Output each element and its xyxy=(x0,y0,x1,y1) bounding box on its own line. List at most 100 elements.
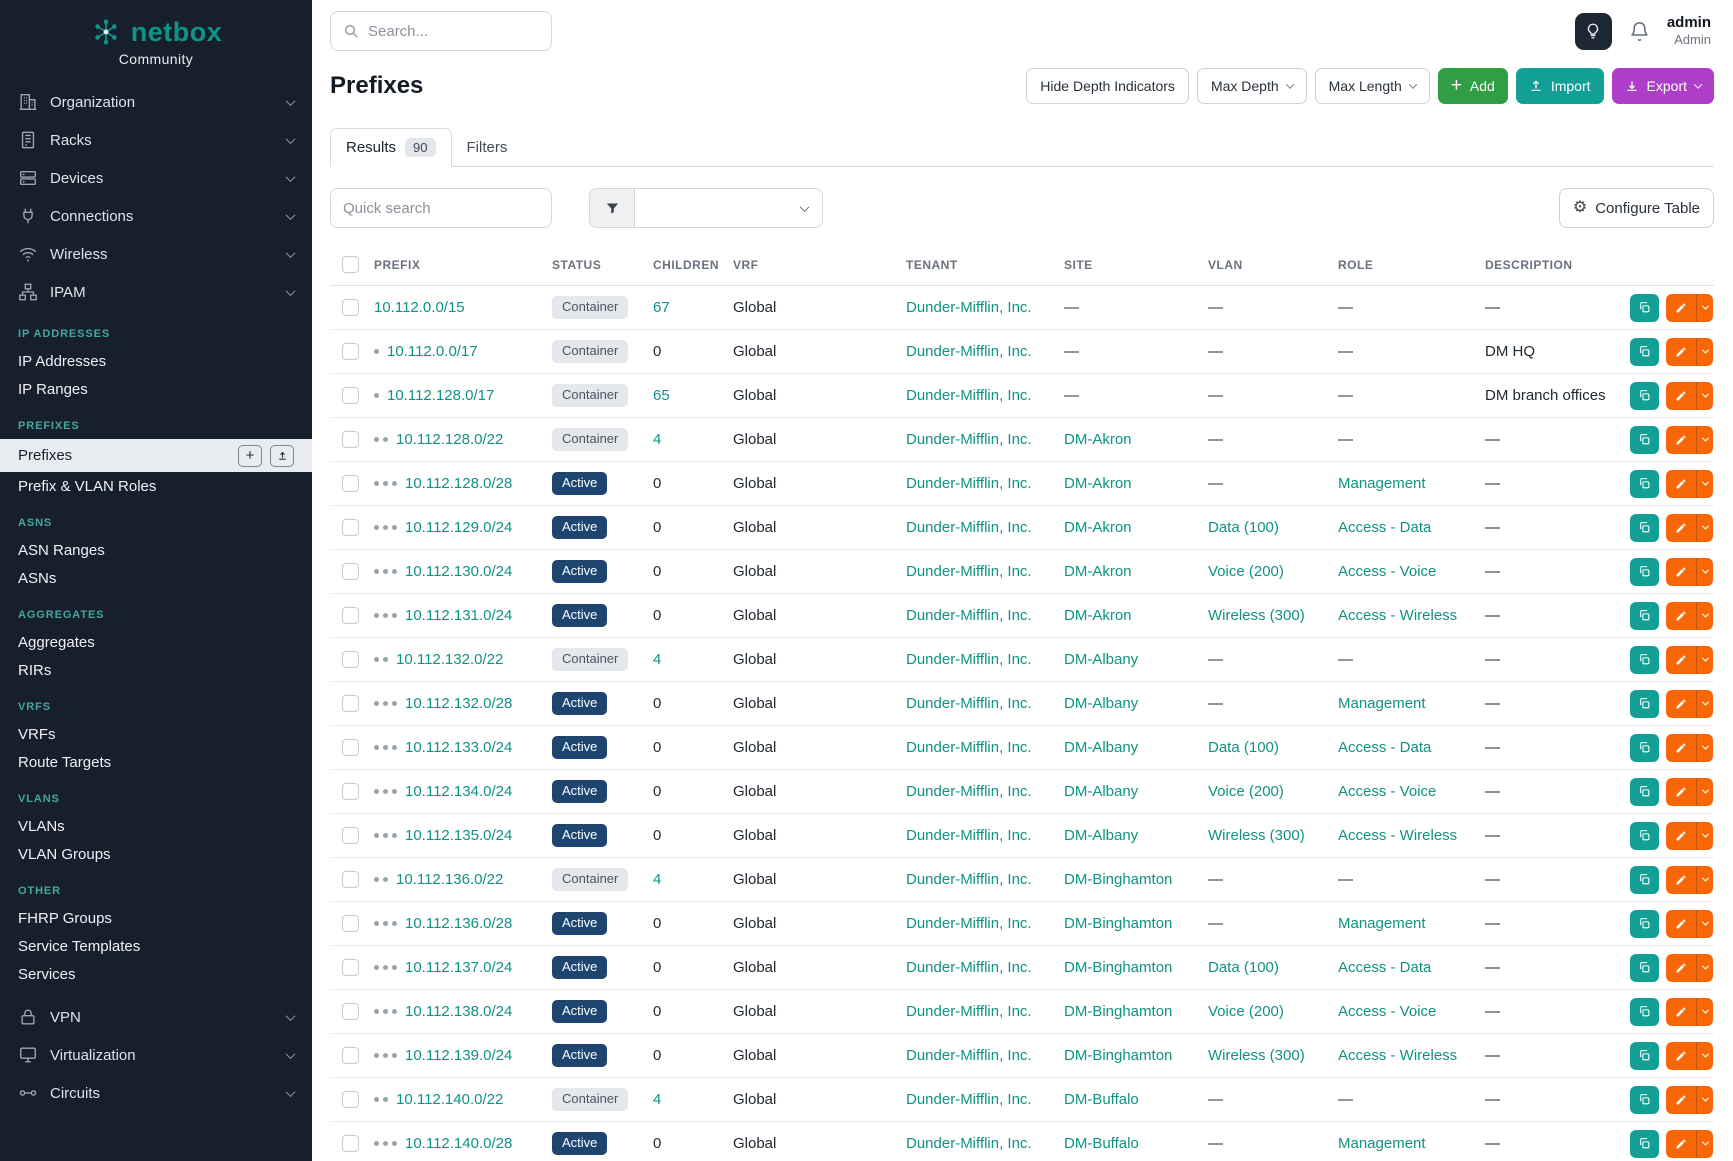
logo-area[interactable]: netbox Community xyxy=(0,0,312,71)
tenant-link[interactable]: Dunder-Mifflin, Inc. xyxy=(906,651,1032,668)
notifications-button[interactable] xyxy=(1627,19,1652,44)
tenant-link[interactable]: Dunder-Mifflin, Inc. xyxy=(906,431,1032,448)
edit-button[interactable] xyxy=(1666,822,1696,850)
sidebar-item-vlan-groups[interactable]: VLAN Groups xyxy=(0,840,312,868)
sidebar-item-ip-ranges[interactable]: IP Ranges xyxy=(0,375,312,403)
hide-depth-indicators-button[interactable]: Hide Depth Indicators xyxy=(1026,68,1189,104)
prefix-link[interactable]: 10.112.133.0/24 xyxy=(405,739,512,756)
children-count[interactable]: 4 xyxy=(653,871,661,888)
edit-button[interactable] xyxy=(1666,602,1696,630)
edit-dropdown-button[interactable] xyxy=(1696,1130,1713,1158)
tenant-link[interactable]: Dunder-Mifflin, Inc. xyxy=(906,475,1032,492)
copy-button[interactable] xyxy=(1630,1130,1659,1158)
vlan-link[interactable]: Wireless (300) xyxy=(1208,607,1305,624)
edit-dropdown-button[interactable] xyxy=(1696,910,1713,938)
role-link[interactable]: Access - Data xyxy=(1338,739,1431,756)
edit-button[interactable] xyxy=(1666,734,1696,762)
role-link[interactable]: Access - Voice xyxy=(1338,783,1436,800)
copy-button[interactable] xyxy=(1630,426,1659,454)
site-link[interactable]: DM-Buffalo xyxy=(1064,1135,1139,1152)
edit-button[interactable] xyxy=(1666,338,1696,366)
children-count[interactable]: 4 xyxy=(653,1091,661,1108)
row-select-checkbox[interactable] xyxy=(342,1135,359,1152)
edit-dropdown-button[interactable] xyxy=(1696,338,1713,366)
tenant-link[interactable]: Dunder-Mifflin, Inc. xyxy=(906,1003,1032,1020)
row-select-checkbox[interactable] xyxy=(342,519,359,536)
sidebar-item-racks[interactable]: Racks xyxy=(0,121,312,159)
select-all-checkbox[interactable] xyxy=(342,256,359,273)
copy-button[interactable] xyxy=(1630,954,1659,982)
sidebar-item-asns[interactable]: ASNs xyxy=(0,564,312,592)
copy-button[interactable] xyxy=(1630,514,1659,542)
theme-toggle-button[interactable] xyxy=(1575,13,1612,50)
sidebar-item-wireless[interactable]: Wireless xyxy=(0,235,312,273)
copy-button[interactable] xyxy=(1630,294,1659,322)
sidebar-item-services[interactable]: Services xyxy=(0,960,312,988)
role-link[interactable]: Access - Wireless xyxy=(1338,827,1457,844)
user-menu[interactable]: admin Admin xyxy=(1667,14,1711,49)
tenant-link[interactable]: Dunder-Mifflin, Inc. xyxy=(906,915,1032,932)
prefix-link[interactable]: 10.112.130.0/24 xyxy=(405,563,512,580)
site-link[interactable]: DM-Akron xyxy=(1064,475,1132,492)
sidebar-item-ipam[interactable]: IPAM xyxy=(0,273,312,311)
row-select-checkbox[interactable] xyxy=(342,343,359,360)
sidebar-item-organization[interactable]: Organization xyxy=(0,83,312,121)
site-link[interactable]: DM-Binghamton xyxy=(1064,915,1172,932)
edit-button[interactable] xyxy=(1666,558,1696,586)
edit-button[interactable] xyxy=(1666,646,1696,674)
copy-button[interactable] xyxy=(1630,910,1659,938)
prefix-link[interactable]: 10.112.138.0/24 xyxy=(405,1003,512,1020)
edit-dropdown-button[interactable] xyxy=(1696,1086,1713,1114)
copy-button[interactable] xyxy=(1630,382,1659,410)
prefix-link[interactable]: 10.112.0.0/15 xyxy=(374,299,465,316)
row-select-checkbox[interactable] xyxy=(342,827,359,844)
sidebar-item-fhrp-groups[interactable]: FHRP Groups xyxy=(0,904,312,932)
role-link[interactable]: Access - Voice xyxy=(1338,1003,1436,1020)
tenant-link[interactable]: Dunder-Mifflin, Inc. xyxy=(906,827,1032,844)
site-link[interactable]: DM-Albany xyxy=(1064,695,1138,712)
copy-button[interactable] xyxy=(1630,822,1659,850)
tenant-link[interactable]: Dunder-Mifflin, Inc. xyxy=(906,299,1032,316)
children-count[interactable]: 67 xyxy=(653,299,670,316)
site-link[interactable]: DM-Buffalo xyxy=(1064,1091,1139,1108)
tenant-link[interactable]: Dunder-Mifflin, Inc. xyxy=(906,387,1032,404)
children-count[interactable]: 65 xyxy=(653,387,670,404)
copy-button[interactable] xyxy=(1630,998,1659,1026)
quick-import-button[interactable] xyxy=(270,445,294,467)
sidebar-item-rirs[interactable]: RIRs xyxy=(0,656,312,684)
configure-table-button[interactable]: ⚙ Configure Table xyxy=(1559,188,1714,228)
row-select-checkbox[interactable] xyxy=(342,739,359,756)
edit-dropdown-button[interactable] xyxy=(1696,382,1713,410)
vlan-link[interactable]: Voice (200) xyxy=(1208,1003,1284,1020)
sidebar-item-vpn[interactable]: VPN xyxy=(0,998,312,1036)
edit-button[interactable] xyxy=(1666,470,1696,498)
edit-button[interactable] xyxy=(1666,1086,1696,1114)
vlan-link[interactable]: Data (100) xyxy=(1208,739,1279,756)
tenant-link[interactable]: Dunder-Mifflin, Inc. xyxy=(906,1135,1032,1152)
copy-button[interactable] xyxy=(1630,1042,1659,1070)
row-select-checkbox[interactable] xyxy=(342,1047,359,1064)
site-link[interactable]: DM-Akron xyxy=(1064,431,1132,448)
sidebar-item-vrfs[interactable]: VRFs xyxy=(0,720,312,748)
copy-button[interactable] xyxy=(1630,690,1659,718)
prefix-link[interactable]: 10.112.136.0/28 xyxy=(405,915,512,932)
vlan-link[interactable]: Voice (200) xyxy=(1208,783,1284,800)
site-link[interactable]: DM-Albany xyxy=(1064,651,1138,668)
sidebar-item-circuits[interactable]: Circuits xyxy=(0,1074,312,1112)
sidebar-item-devices[interactable]: Devices xyxy=(0,159,312,197)
site-link[interactable]: DM-Albany xyxy=(1064,739,1138,756)
edit-button[interactable] xyxy=(1666,514,1696,542)
row-select-checkbox[interactable] xyxy=(342,651,359,668)
role-link[interactable]: Access - Voice xyxy=(1338,563,1436,580)
edit-dropdown-button[interactable] xyxy=(1696,954,1713,982)
row-select-checkbox[interactable] xyxy=(342,871,359,888)
tab-filters[interactable]: Filters xyxy=(452,128,523,166)
prefix-link[interactable]: 10.112.140.0/28 xyxy=(405,1135,512,1152)
tenant-link[interactable]: Dunder-Mifflin, Inc. xyxy=(906,343,1032,360)
role-link[interactable]: Management xyxy=(1338,915,1426,932)
edit-dropdown-button[interactable] xyxy=(1696,426,1713,454)
row-select-checkbox[interactable] xyxy=(342,475,359,492)
prefix-link[interactable]: 10.112.128.0/28 xyxy=(405,475,512,492)
children-count[interactable]: 4 xyxy=(653,431,661,448)
sidebar-item-ip-addresses[interactable]: IP Addresses xyxy=(0,347,312,375)
